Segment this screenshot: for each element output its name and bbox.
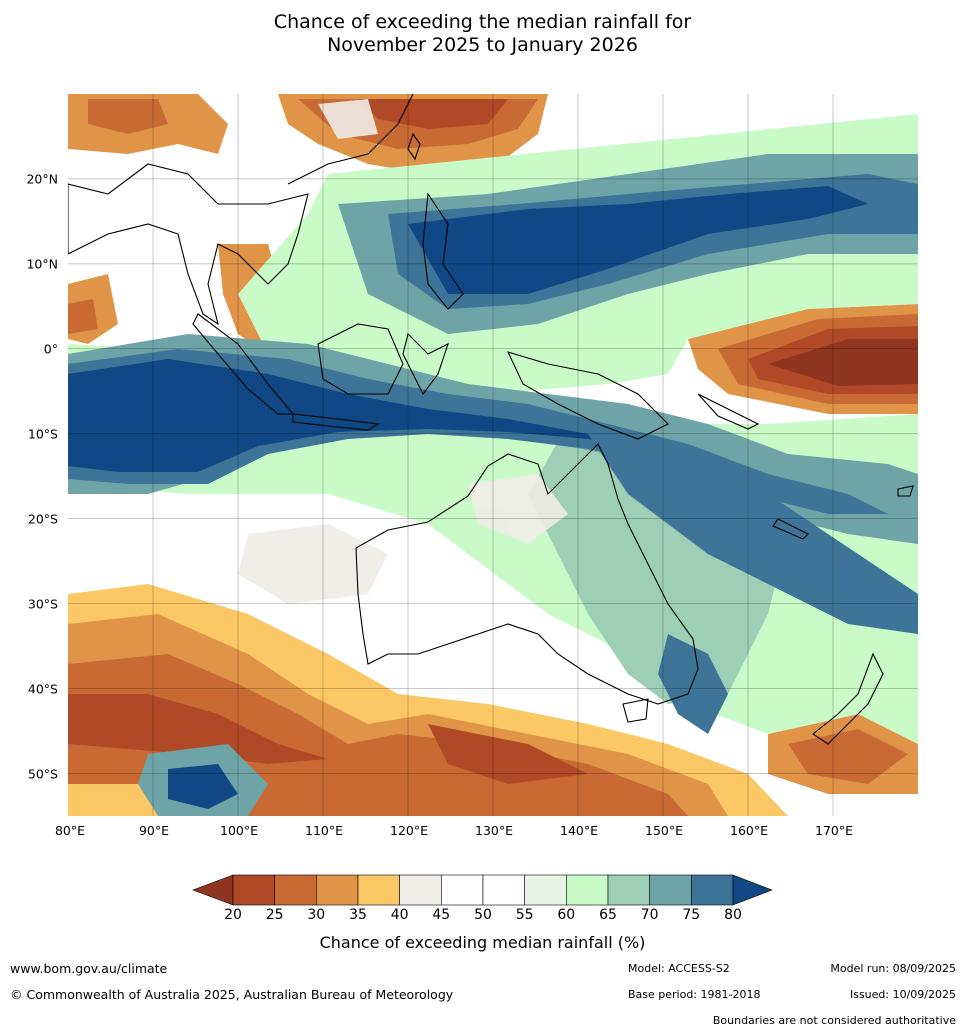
philippines-coastline — [422, 192, 464, 310]
lon-label-90e: 90°E — [138, 823, 170, 838]
footer-copyright: © Commonwealth of Australia 2025, Austra… — [10, 987, 454, 1002]
colorbar-segment — [274, 874, 317, 906]
colorbar-segment — [357, 874, 400, 906]
colorbar-segment — [482, 874, 525, 906]
lat-label-30s: 30°S — [27, 596, 58, 612]
new-guinea-coastline — [506, 351, 669, 440]
lon-label-160e: 160°E — [729, 823, 769, 838]
colorbar-tick: 65 — [599, 907, 617, 923]
fiji-coastline — [897, 485, 914, 497]
lon-label-80e: 80°E — [54, 823, 86, 838]
colorbar-segment — [649, 874, 692, 906]
colorbar-tick: 55 — [515, 907, 534, 923]
footer-base-period: Base period: 1981-2018 — [628, 988, 761, 1001]
colorbar-segment — [607, 874, 650, 906]
colorbar-segment — [232, 874, 275, 906]
lon-label-170e: 170°E — [814, 823, 854, 838]
colorbar-tick: 30 — [307, 907, 326, 923]
colorbar-extend-high — [732, 874, 773, 906]
colorbar-extend-low — [192, 874, 234, 906]
taiwan-coastline — [407, 132, 421, 161]
map-title-line-2: November 2025 to January 2026 — [327, 34, 638, 56]
colorbar-title: Chance of exceeding median rainfall (%) — [319, 933, 646, 952]
footer-issued: Issued: 10/09/2025 — [849, 988, 956, 1001]
map-title-line-1: Chance of exceeding the median rainfall … — [273, 11, 692, 33]
tasmania-coastline — [622, 698, 649, 723]
borneo-coastline — [317, 323, 404, 395]
colorbar-segment — [399, 874, 442, 906]
lon-label-150e: 150°E — [644, 823, 684, 838]
lat-label-10n: 10°N — [26, 256, 58, 272]
java-coastline — [292, 413, 380, 431]
footer-url: www.bom.gov.au/climate — [10, 961, 168, 976]
rainfall-outlook-map — [68, 94, 918, 816]
solomon-islands-coastline — [697, 393, 760, 430]
lat-label-0: 0° — [43, 341, 58, 357]
lat-label-20n: 20°N — [26, 171, 58, 187]
colorbar-tick: 45 — [432, 907, 451, 923]
new-zealand-coastline — [812, 652, 884, 745]
colorbar-segment — [441, 874, 484, 906]
footer-boundaries-note: Boundaries are not considered authoritat… — [712, 1014, 956, 1027]
lon-label-110e: 110°E — [304, 823, 344, 838]
sulawesi-coastline — [402, 332, 449, 396]
colorbar-tick: 60 — [557, 907, 576, 923]
coastlines — [68, 94, 914, 745]
colorbar-tick: 70 — [640, 907, 659, 923]
colorbar-segment — [691, 874, 734, 906]
colorbar — [192, 874, 773, 906]
lon-label-120e: 120°E — [389, 823, 429, 838]
lon-label-140e: 140°E — [559, 823, 599, 838]
colorbar-tick: 75 — [682, 907, 701, 923]
sumatra-coastline — [192, 313, 295, 415]
lon-label-100e: 100°E — [219, 823, 259, 838]
lat-label-10s: 10°S — [27, 426, 58, 442]
colorbar-segment — [566, 874, 609, 906]
footer-model-run: Model run: 08/09/2025 — [830, 962, 956, 975]
colorbar-segment — [316, 874, 359, 906]
colorbar-tick: 20 — [224, 907, 242, 923]
map-gridlines — [68, 94, 918, 816]
colorbar-tick: 80 — [724, 907, 742, 923]
colorbar-tick: 35 — [349, 907, 367, 923]
colorbar-tick: 40 — [390, 907, 409, 923]
colorbar-tick: 25 — [265, 907, 284, 923]
colorbar-tick: 50 — [474, 907, 492, 923]
new-caledonia-coastline — [772, 518, 809, 540]
lat-label-40s: 40°S — [27, 681, 58, 697]
lat-label-20s: 20°S — [27, 511, 58, 527]
colorbar-segment — [524, 874, 567, 906]
footer-model: Model: ACCESS-S2 — [628, 962, 730, 975]
lon-label-130e: 130°E — [474, 823, 514, 838]
china-coastline — [287, 94, 414, 185]
australia-coastline — [355, 443, 699, 705]
lat-label-50s: 50°S — [27, 766, 58, 782]
